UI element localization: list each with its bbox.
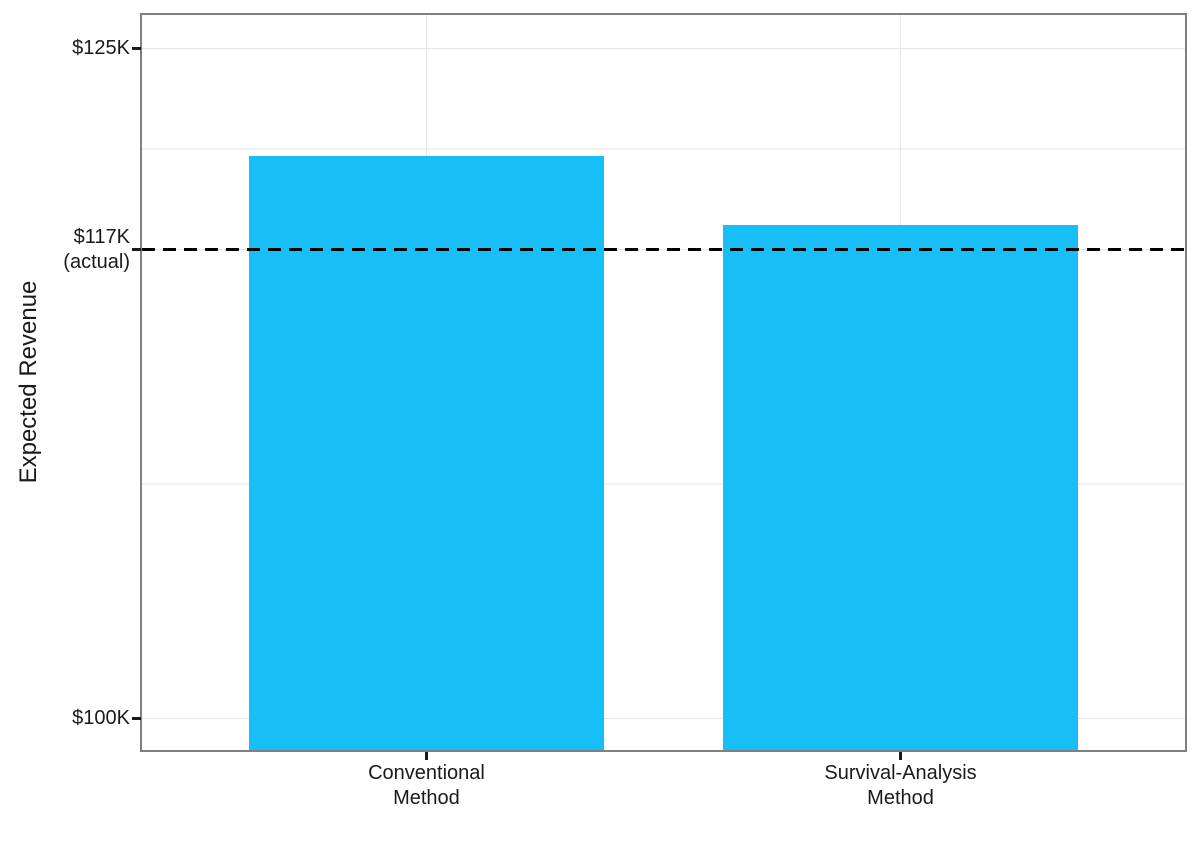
y-tick-label-line: $117K	[73, 225, 130, 248]
y-tick-label-line: $125K	[72, 37, 130, 59]
x-tick-mark	[899, 752, 903, 760]
y-axis-title: Expected Revenue	[15, 280, 42, 484]
x-tick-label: Conventional Method	[226, 761, 626, 811]
major-gridline	[142, 47, 1185, 50]
y-tick-label-line: $100K	[72, 707, 130, 730]
y-tick-mark	[132, 47, 141, 50]
major-gridline	[142, 717, 1185, 720]
minor-gridline	[142, 148, 1185, 150]
x-tick-label-line: Method	[393, 787, 460, 809]
y-tick-label-line: (actual)	[63, 250, 130, 273]
x-tick-label-line: Conventional	[368, 762, 485, 784]
bar-conventional	[248, 155, 605, 750]
y-tick-mark	[132, 248, 141, 252]
y-tick-mark	[132, 717, 141, 721]
actual-revenue-reference-line	[142, 248, 1185, 252]
bar-survival-analysis	[722, 225, 1079, 750]
minor-gridline	[142, 483, 1185, 485]
x-tick-label-line: Survival-Analysis	[824, 762, 977, 784]
x-tick-mark	[424, 752, 428, 760]
x-tick-label-line: Method	[867, 787, 934, 809]
y-tick-label: $125K	[72, 36, 130, 61]
y-tick-label: $117K (actual)	[63, 225, 130, 275]
plot-panel	[140, 13, 1187, 752]
x-tick-label: Survival-Analysis Method	[701, 761, 1101, 811]
y-tick-label: $100K	[72, 706, 130, 731]
